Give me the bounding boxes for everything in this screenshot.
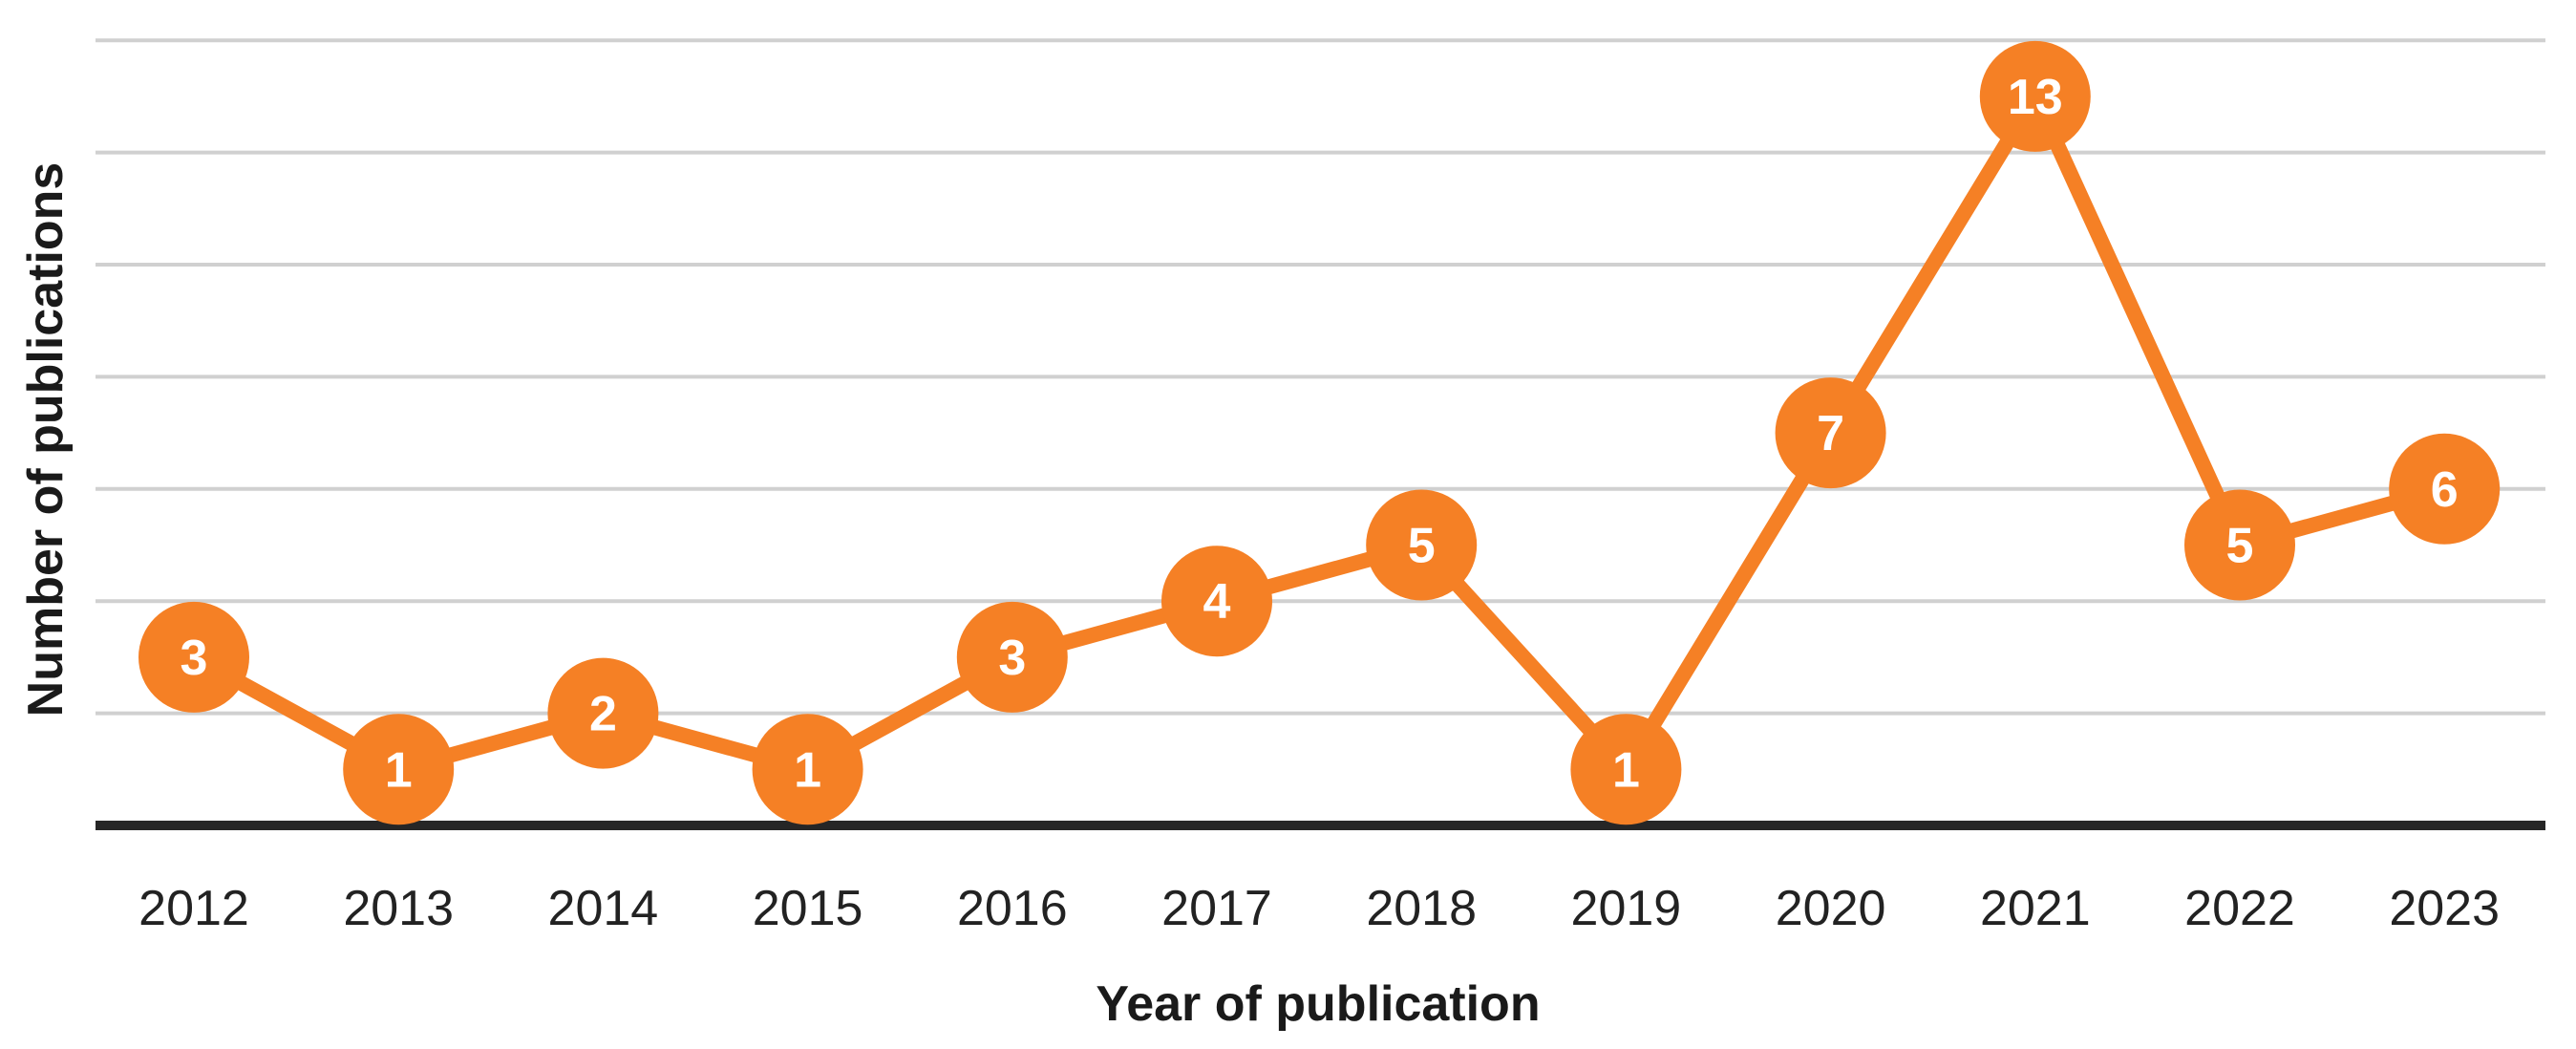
y-axis-title: Number of publications <box>18 162 74 717</box>
data-point-2019 <box>1570 714 1682 825</box>
data-point-2012 <box>138 601 249 713</box>
series-line <box>186 88 2453 778</box>
x-tick-label-2022: 2022 <box>2184 881 2295 936</box>
x-axis-title: Year of publication <box>1096 976 1540 1032</box>
x-tick-label-2014: 2014 <box>548 881 659 936</box>
data-label-2016: 3 <box>998 631 1026 686</box>
data-markers <box>138 40 2501 825</box>
data-label-2023: 6 <box>2431 462 2459 518</box>
gridlines <box>96 38 2545 716</box>
data-label-2014: 2 <box>589 687 617 742</box>
data-label-2013: 1 <box>385 742 413 798</box>
data-point-2016 <box>956 601 1068 713</box>
data-label-2012: 3 <box>181 631 208 686</box>
x-tick-labels: 2012 2013 2014 2015 2016 2017 2018 2019 2020 2021… <box>138 881 2500 936</box>
x-tick-label-2012: 2012 <box>138 881 249 936</box>
x-tick-label-2016: 2016 <box>957 881 1068 936</box>
x-tick-label-2023: 2023 <box>2389 881 2500 936</box>
data-label-2018: 5 <box>1408 519 1436 574</box>
x-tick-label-2015: 2015 <box>753 881 863 936</box>
x-tick-label-2018: 2018 <box>1366 881 1477 936</box>
data-point-2014 <box>547 657 659 769</box>
data-point-2013 <box>343 714 455 825</box>
x-tick-label-2017: 2017 <box>1161 881 1272 936</box>
data-label-2017: 4 <box>1203 574 1231 630</box>
data-label-2015: 1 <box>794 742 821 798</box>
data-point-2023 <box>2389 433 2501 545</box>
data-point-2022 <box>2184 489 2295 601</box>
data-point-2020 <box>1775 377 1886 489</box>
data-point-2018 <box>1366 489 1478 601</box>
data-label-2021: 13 <box>2008 70 2063 125</box>
x-tick-label-2013: 2013 <box>343 881 454 936</box>
x-tick-label-2020: 2020 <box>1776 881 1886 936</box>
data-label-2019: 1 <box>1612 742 1640 798</box>
series-line-0 <box>186 88 2453 778</box>
data-point-2017 <box>1161 546 1272 657</box>
x-tick-label-2021: 2021 <box>1980 881 2091 936</box>
data-label-2020: 7 <box>1817 406 1844 461</box>
data-point-2021 <box>1979 40 2091 152</box>
data-point-2015 <box>752 714 863 825</box>
x-tick-label-2019: 2019 <box>1571 881 1682 936</box>
data-label-2022: 5 <box>2226 519 2254 574</box>
